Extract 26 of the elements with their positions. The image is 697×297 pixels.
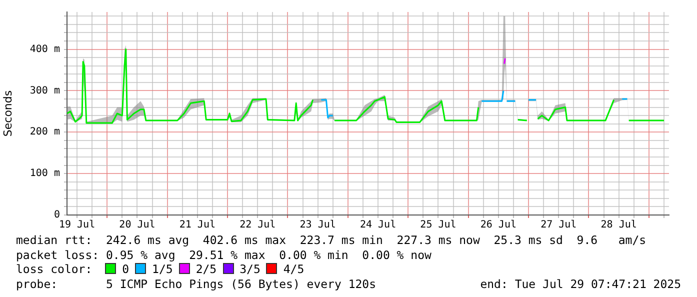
text: end: Tue Jul 29 07:47:21 2025 — [480, 276, 681, 291]
text: median rtt: 242.6 ms avg 402.6 ms max 223.7 ms min 227.3 ms now 25.3 ms sd 9.6 am/s — [16, 233, 648, 248]
legend-label: 3/5 — [238, 262, 260, 276]
y-tick-label: 0 — [54, 210, 60, 221]
y-tick-label: 300 m — [30, 85, 60, 96]
x-tick-label: 21 Jul — [179, 220, 216, 231]
x-tick-label: 27 Jul — [540, 220, 577, 231]
y-tick-label: 100 m — [30, 168, 60, 180]
x-tick-label: 23 Jul — [300, 220, 336, 231]
x-tick-label: 25 Jul — [420, 220, 456, 231]
y-tick-label: 400 m — [30, 44, 60, 55]
legend-label: 4/5 — [282, 262, 304, 276]
legend-label: 2/5 — [194, 262, 217, 276]
text: probe: 5 ICMP Echo Pings (56 Bytes) every 120s — [16, 276, 376, 291]
legend-label: 1/5 — [151, 262, 173, 276]
x-tick-label: 28 Jul — [600, 220, 637, 231]
x-tick-label: 26 Jul — [480, 220, 516, 231]
legend-label: 0 — [121, 262, 130, 276]
x-tick-label: 24 Jul — [360, 220, 396, 231]
y-axis-title: Seconds — [1, 90, 14, 137]
x-tick-label: 22 Jul — [240, 220, 276, 231]
x-tick-label: 19 Jul — [58, 220, 96, 231]
legend-title: loss color: — [16, 262, 92, 276]
x-tick-label: 20 Jul — [119, 220, 156, 231]
text: packet loss: 0.95 % avg 29.51 % max 0.00 % min 0.00 % now — [16, 248, 432, 262]
y-tick-label: 200 m — [30, 126, 60, 138]
